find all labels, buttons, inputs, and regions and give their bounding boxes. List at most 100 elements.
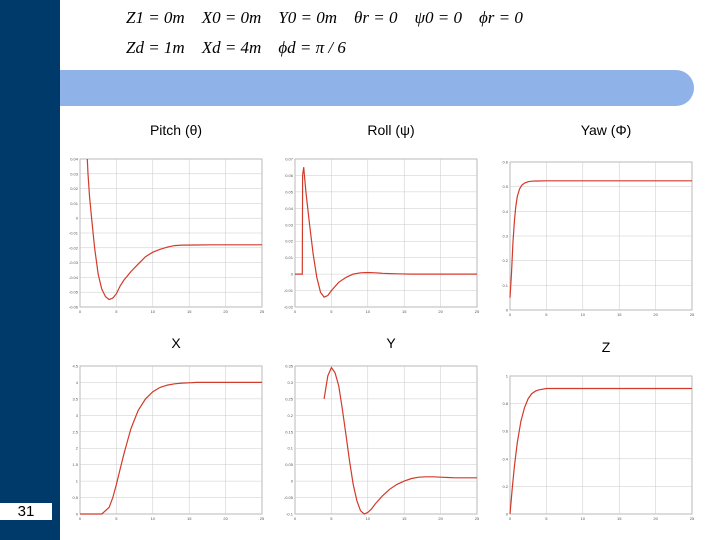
y-tick-label: 0.3 bbox=[287, 380, 293, 385]
yaw-plot-title: Yaw (Φ) bbox=[580, 122, 632, 138]
left-accent-bar bbox=[0, 0, 60, 540]
x-tick-label: 5 bbox=[330, 309, 333, 314]
y-tick-label: -0.06 bbox=[69, 305, 79, 310]
y-plot: 0 5 10 15 20 25 0.35 0.3 0.25 0.2 0.15 0.1 0.05 0 -0.0… bbox=[284, 364, 480, 522]
y-tick-label: 0.2 bbox=[287, 413, 293, 418]
x-tick-label: 25 bbox=[475, 309, 480, 314]
y-tick-label: 0.04 bbox=[285, 206, 294, 211]
y-plot-title: Y bbox=[386, 335, 396, 351]
x-tick-label: 25 bbox=[260, 309, 265, 314]
y-tick-label: 1 bbox=[506, 374, 509, 379]
y-tick-label: 3.5 bbox=[72, 396, 78, 401]
pitch-plot: 0 5 10 15 20 25 0.04 0.03 0.02 0.01 0 -0.01 -0.02 -0.… bbox=[69, 157, 265, 315]
header-band bbox=[60, 70, 694, 106]
yaw-plot: 0 5 10 15 20 25 0.6 0.5 0.4 0.3 0.2 0.1 0 bbox=[502, 160, 695, 318]
plot-frame bbox=[509, 375, 693, 515]
x-tick-label: 15 bbox=[187, 516, 192, 521]
y-tick-label: 0.04 bbox=[70, 157, 79, 162]
y-tick-label: 0.02 bbox=[70, 186, 79, 191]
y-tick-label: 2 bbox=[76, 446, 79, 451]
x-tick-label: 15 bbox=[617, 516, 622, 521]
series-line bbox=[80, 381, 262, 515]
desired-values-equation: Zd = 1m Xd = 4m ϕd = π / 6 bbox=[126, 38, 346, 57]
x-tick-label: 10 bbox=[366, 516, 371, 521]
y-tick-label: 0.01 bbox=[285, 255, 294, 260]
y-tick-label: 0 bbox=[76, 512, 79, 517]
x-tick-label: 10 bbox=[151, 516, 156, 521]
y-tick-label: -0.1 bbox=[286, 512, 294, 517]
y-tick-label: 0.05 bbox=[285, 189, 294, 194]
y-tick-label: 0.35 bbox=[285, 364, 294, 369]
y-tick-label: 0.4 bbox=[502, 456, 508, 461]
y-tick-label: 1.5 bbox=[72, 462, 78, 467]
x-plot-title: X bbox=[171, 335, 181, 351]
x-tick-label: 15 bbox=[402, 516, 407, 521]
y-tick-label: 0 bbox=[76, 216, 79, 221]
y-tick-label: 0 bbox=[291, 272, 294, 277]
roll-plot: 0 5 10 15 20 25 0.07 0.06 0.05 0.04 0.03 0.02 0.01 0 -… bbox=[284, 157, 480, 315]
y-tick-label: 0.5 bbox=[72, 495, 78, 500]
x-tick-label: 5 bbox=[115, 516, 118, 521]
y-tick-label: 4.5 bbox=[72, 364, 78, 369]
y-tick-label: -0.03 bbox=[69, 260, 79, 265]
x-tick-label: 25 bbox=[690, 516, 695, 521]
y-tick-label: 0.4 bbox=[502, 209, 508, 214]
series-line bbox=[295, 167, 477, 298]
y-tick-label: 0.02 bbox=[285, 239, 294, 244]
x-tick-label: 20 bbox=[223, 516, 228, 521]
x-tick-label: 10 bbox=[366, 309, 371, 314]
roll-plot-title: Roll (ψ) bbox=[367, 122, 415, 138]
slide-number: 31 bbox=[0, 503, 52, 520]
x-tick-label: 15 bbox=[402, 309, 407, 314]
x-plot: 0 5 10 15 20 25 4.5 4 3.5 3 2.5 2 1.5 1 0.5 0 bbox=[72, 364, 265, 522]
y-tick-label: 0.1 bbox=[287, 446, 293, 451]
x-tick-label: 0 bbox=[509, 312, 512, 317]
x-tick-label: 5 bbox=[545, 516, 548, 521]
x-tick-label: 10 bbox=[151, 309, 156, 314]
y-tick-label: -0.04 bbox=[69, 275, 79, 280]
x-tick-label: 10 bbox=[581, 516, 586, 521]
x-tick-label: 20 bbox=[438, 516, 443, 521]
x-tick-label: 0 bbox=[509, 516, 512, 521]
y-tick-label: 0.8 bbox=[502, 401, 508, 406]
x-tick-label: 10 bbox=[581, 312, 586, 317]
y-tick-label: 0.06 bbox=[285, 173, 294, 178]
y-tick-label: 0.03 bbox=[70, 171, 79, 176]
y-tick-label: 0.1 bbox=[502, 283, 508, 288]
series-line bbox=[509, 387, 692, 515]
plot-frame bbox=[294, 158, 478, 308]
y-tick-label: 0.5 bbox=[502, 184, 508, 189]
x-tick-label: 0 bbox=[294, 309, 297, 314]
x-tick-label: 5 bbox=[115, 309, 118, 314]
x-tick-label: 15 bbox=[617, 312, 622, 317]
x-tick-label: 25 bbox=[260, 516, 265, 521]
y-tick-label: 0.07 bbox=[285, 157, 294, 162]
series-line bbox=[86, 158, 262, 301]
y-tick-label: -0.01 bbox=[284, 288, 294, 293]
series-line bbox=[509, 180, 692, 298]
y-tick-label: 0.05 bbox=[285, 462, 294, 467]
plot-frame bbox=[79, 365, 263, 515]
y-tick-label: 0.01 bbox=[70, 201, 79, 206]
y-tick-label: 0.25 bbox=[285, 396, 294, 401]
y-tick-label: 0.6 bbox=[502, 429, 508, 434]
y-tick-label: 4 bbox=[76, 380, 79, 385]
x-tick-label: 20 bbox=[438, 309, 443, 314]
x-tick-label: 0 bbox=[79, 309, 82, 314]
y-tick-label: 0.6 bbox=[502, 160, 508, 165]
x-tick-label: 5 bbox=[545, 312, 548, 317]
x-tick-label: 25 bbox=[475, 516, 480, 521]
x-tick-label: 5 bbox=[330, 516, 333, 521]
series-line bbox=[323, 366, 477, 515]
y-tick-label: 0.03 bbox=[285, 222, 294, 227]
y-tick-label: -0.05 bbox=[284, 495, 294, 500]
x-tick-label: 25 bbox=[690, 312, 695, 317]
y-tick-label: 0 bbox=[506, 512, 509, 517]
pitch-plot-title: Pitch (θ) bbox=[149, 122, 203, 138]
z-plot: 0 5 10 15 20 25 1 0.8 0.6 0.4 0.2 0 bbox=[502, 374, 695, 522]
x-tick-label: 20 bbox=[653, 312, 658, 317]
y-tick-label: 0.15 bbox=[285, 429, 294, 434]
z-plot-title: Z bbox=[601, 339, 611, 355]
y-tick-label: 2.5 bbox=[72, 429, 78, 434]
y-tick-label: -0.05 bbox=[69, 290, 79, 295]
